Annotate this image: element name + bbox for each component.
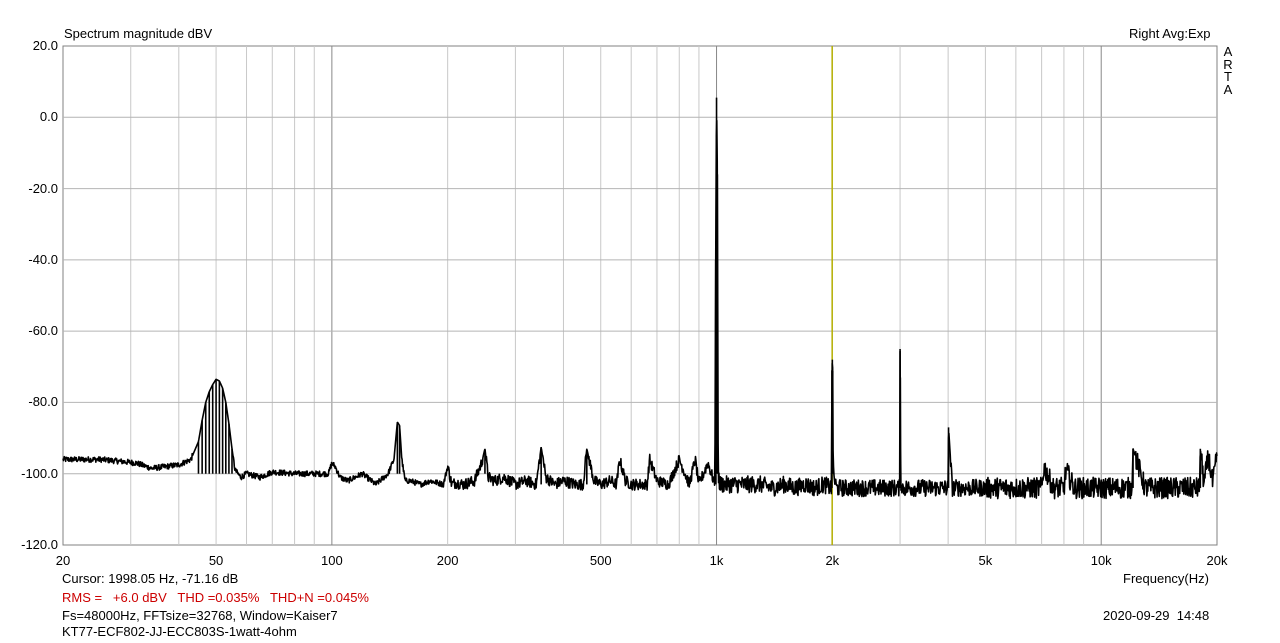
x-tick-label: 20k [1206,553,1228,568]
rms-thd-readout: RMS = +6.0 dBV THD =0.035% THD+N =0.045% [62,590,369,605]
x-tick-label: 1k [709,553,724,568]
y-tick-label: -120.0 [21,537,58,552]
arta-letter: T [1224,69,1232,84]
x-tick-label: 2k [825,553,840,568]
y-tick-label: 20.0 [32,38,58,53]
x-tick-label: 50 [208,553,224,568]
plot-frame [62,45,1218,546]
arta-letter: R [1223,56,1233,72]
cursor-readout: Cursor: 1998.05 Hz, -71.16 dB [62,571,239,586]
x-tick-label: 10k [1090,553,1112,568]
y-tick-label: 0.0 [39,109,58,125]
measurement-name: KT77-ECF802-JJ-ECC803S-1watt-4ohm [62,624,297,639]
chart-title: Spectrum magnitude dBV [64,26,213,41]
y-tick-label: -80.0 [28,394,58,410]
y-tick-label: -100.0 [21,465,58,481]
y-tick-label: -20.0 [28,180,58,196]
y-tick-label: -40.0 [28,251,58,267]
x-tick-label: 100 [321,553,343,568]
x-tick-label: 200 [436,553,459,568]
average-mode-label: Right Avg:Exp [1129,26,1211,41]
y-tick-label: -60.0 [28,323,58,339]
x-tick-label: 5k [978,553,993,568]
measurement-datetime: 2020-09-29 14:48 [1103,608,1210,623]
x-tick-label: 20 [55,553,71,568]
arta-letter: A [1223,44,1233,59]
arta-letter: A [1223,81,1233,97]
spectrum-trace [62,119,1218,500]
x-tick-label: 500 [589,553,612,568]
fft-settings: Fs=48000Hz, FFTsize=32768, Window=Kaiser… [62,608,338,623]
x-axis-label: Frequency(Hz) [1123,571,1209,586]
